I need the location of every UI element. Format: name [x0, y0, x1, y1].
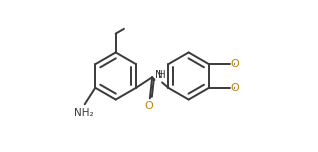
Text: NH₂: NH₂	[74, 108, 93, 118]
Text: O: O	[231, 59, 239, 69]
Text: N: N	[155, 70, 163, 80]
Text: O: O	[145, 101, 154, 111]
Text: H: H	[158, 70, 166, 80]
Text: O: O	[231, 83, 239, 93]
